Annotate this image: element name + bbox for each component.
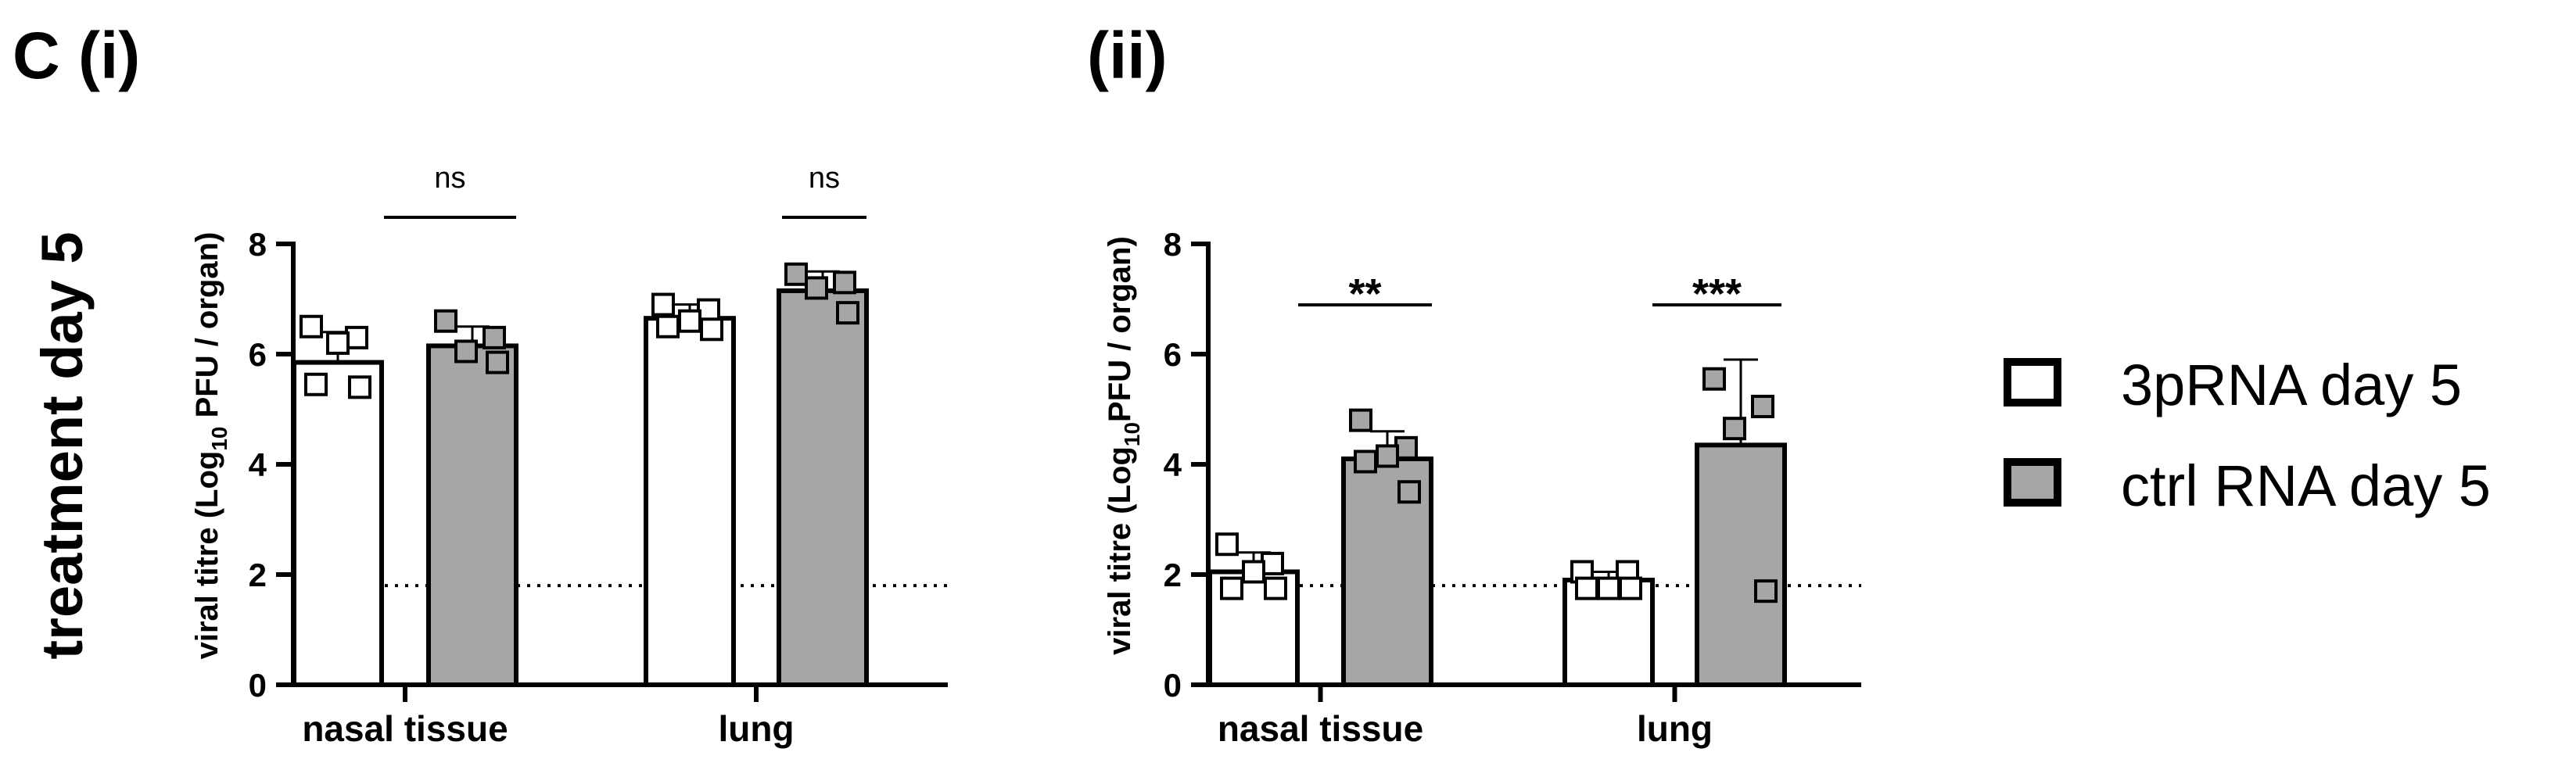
bar	[777, 288, 869, 687]
data-point	[1215, 532, 1239, 557]
bar	[426, 343, 518, 687]
y-tick-label: 0	[249, 667, 267, 704]
data-point	[1376, 444, 1399, 468]
legend-swatch-ctrl	[2004, 458, 2061, 507]
data-point	[805, 276, 828, 300]
significance-label: **	[1348, 270, 1381, 317]
bar	[292, 360, 384, 687]
data-point	[1723, 417, 1746, 441]
x-tick-label: nasal tissue	[1218, 708, 1423, 749]
data-point	[1220, 576, 1243, 600]
data-point	[1397, 480, 1421, 504]
data-point	[1751, 394, 1774, 418]
y-tick-label: 6	[1164, 336, 1182, 373]
y-tick-label: 4	[249, 446, 267, 483]
data-point	[1354, 449, 1377, 474]
data-point	[486, 350, 509, 374]
y-tick-label: 8	[1164, 226, 1182, 263]
panel-label-i: C (i)	[13, 19, 140, 92]
data-point	[678, 309, 701, 333]
y-axis-label-i: viral titre (Log10 PFU / organ)	[190, 232, 231, 660]
y-tick-label: 2	[1164, 557, 1182, 593]
data-point	[700, 317, 723, 342]
plot-panel-ii: 0 2 4 6 8 nasal tissue ** lung ***	[1164, 226, 1861, 749]
data-point	[454, 339, 478, 364]
panel-label-ii: (ii)	[1087, 19, 1168, 92]
y-tick-label: 0	[1164, 667, 1182, 704]
row-label: treatment day 5	[30, 232, 95, 660]
y-axis-label-ii: viral titre (Log10PFU / organ)	[1103, 236, 1144, 655]
data-point	[1754, 579, 1778, 603]
y-tick-label: 6	[249, 336, 267, 373]
data-point	[304, 372, 328, 396]
y-tick-label: 2	[249, 557, 267, 593]
x-tick-label: lung	[718, 708, 794, 749]
data-point	[656, 314, 680, 338]
data-point	[836, 301, 859, 325]
significance-label: ***	[1692, 270, 1742, 317]
x-tick-label: lung	[1637, 708, 1713, 749]
data-point	[348, 375, 371, 399]
bar	[644, 316, 736, 687]
y-tick-label: 8	[249, 226, 267, 263]
y-tick-label: 4	[1164, 446, 1182, 483]
legend-swatch-3prna	[2004, 358, 2061, 406]
bar	[1695, 442, 1787, 687]
data-point	[434, 309, 457, 333]
data-point	[651, 292, 675, 317]
data-point	[784, 262, 808, 286]
legend-label-ctrl: ctrl RNA day 5	[2121, 453, 2491, 518]
data-point	[326, 331, 350, 355]
x-tick-label: nasal tissue	[302, 708, 508, 749]
legend: 3pRNA day 5 ctrl RNA day 5	[2004, 353, 2491, 518]
data-point	[1349, 408, 1372, 432]
data-point	[1597, 576, 1620, 600]
data-point	[1242, 560, 1265, 584]
significance-label: ns	[434, 162, 465, 195]
data-point	[1702, 367, 1726, 391]
data-point	[1575, 576, 1598, 600]
data-point	[300, 314, 323, 338]
data-point	[483, 325, 506, 349]
data-point	[1264, 576, 1287, 600]
data-point	[833, 270, 856, 295]
plot-panel-i: 0 2 4 6 8 nasal tissue ns lung ns	[249, 162, 948, 749]
significance-label: ns	[809, 162, 840, 195]
data-point	[1619, 576, 1642, 600]
legend-label-3prna: 3pRNA day 5	[2121, 353, 2462, 417]
